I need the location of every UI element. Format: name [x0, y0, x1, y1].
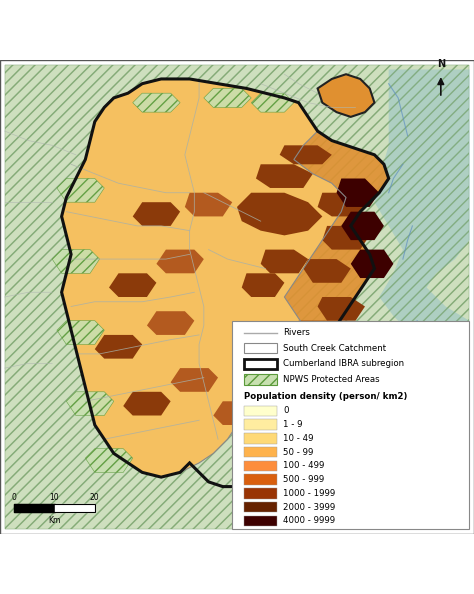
Text: Cumberland IBRA subregion: Cumberland IBRA subregion [283, 359, 404, 368]
Polygon shape [417, 439, 469, 510]
Polygon shape [251, 93, 294, 112]
Polygon shape [232, 93, 389, 486]
Polygon shape [318, 192, 365, 216]
Polygon shape [185, 192, 232, 216]
Text: 0: 0 [283, 406, 289, 415]
Bar [244, 502, 277, 513]
Text: Km: Km [48, 516, 61, 526]
Bar [244, 359, 277, 369]
Bar [14, 504, 95, 511]
Text: 0: 0 [12, 493, 17, 503]
Bar [244, 516, 277, 526]
Polygon shape [123, 392, 171, 415]
Polygon shape [133, 93, 180, 112]
Polygon shape [341, 211, 384, 240]
Polygon shape [57, 321, 104, 345]
Polygon shape [374, 69, 469, 378]
Polygon shape [318, 74, 374, 117]
Text: 1 - 9: 1 - 9 [283, 420, 302, 429]
Text: 100 - 499: 100 - 499 [283, 462, 324, 470]
Text: Rivers: Rivers [283, 328, 310, 337]
Polygon shape [156, 249, 204, 273]
Text: N: N [437, 59, 445, 69]
Text: 500 - 999: 500 - 999 [283, 475, 324, 484]
Text: 1000 - 1999: 1000 - 1999 [283, 489, 335, 498]
Bar [232, 321, 469, 529]
Text: NPWS Protected Areas: NPWS Protected Areas [283, 375, 380, 384]
Text: 2000 - 3999: 2000 - 3999 [283, 503, 335, 511]
Polygon shape [322, 226, 370, 249]
Text: 50 - 99: 50 - 99 [283, 447, 313, 457]
Bar [244, 433, 277, 444]
Text: South Creek Catchment: South Creek Catchment [283, 344, 386, 353]
Bar [244, 447, 277, 457]
Bar [244, 374, 277, 385]
Bar [244, 343, 277, 353]
Polygon shape [66, 392, 114, 415]
Polygon shape [171, 368, 218, 392]
Bar [244, 475, 277, 485]
Text: 10: 10 [50, 493, 59, 503]
Polygon shape [261, 249, 308, 273]
Polygon shape [133, 202, 180, 226]
Polygon shape [85, 448, 133, 472]
Polygon shape [57, 179, 104, 202]
Polygon shape [318, 297, 365, 321]
Polygon shape [52, 249, 100, 273]
Text: 20: 20 [90, 493, 100, 503]
Text: 4000 - 9999: 4000 - 9999 [283, 516, 335, 525]
Polygon shape [337, 179, 379, 207]
Polygon shape [109, 273, 156, 297]
Text: Population density (person/ km2): Population density (person/ km2) [244, 392, 408, 401]
Polygon shape [62, 79, 346, 477]
Bar [244, 419, 277, 429]
Polygon shape [256, 165, 313, 188]
Polygon shape [147, 311, 194, 335]
Polygon shape [95, 335, 142, 359]
Bar [244, 406, 277, 416]
Polygon shape [280, 146, 332, 165]
Polygon shape [213, 402, 261, 425]
Polygon shape [242, 273, 284, 297]
Bar [244, 460, 277, 471]
Polygon shape [294, 321, 337, 345]
Text: 10 - 49: 10 - 49 [283, 434, 313, 443]
Polygon shape [351, 249, 393, 278]
Polygon shape [303, 259, 351, 283]
Bar [244, 488, 277, 498]
Polygon shape [237, 192, 322, 235]
Polygon shape [204, 89, 251, 108]
